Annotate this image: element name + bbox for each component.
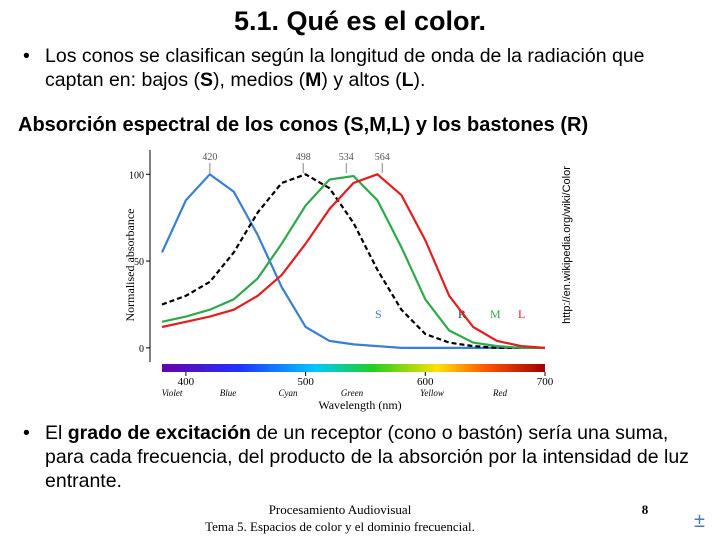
footer-topic: Tema 5. Espacios de color y el dominio f… <box>205 519 475 534</box>
curve-label: S <box>375 307 382 321</box>
text: ) y altos ( <box>321 69 402 91</box>
color-name: Yellow <box>420 388 444 398</box>
color-name: Cyan <box>279 388 298 398</box>
page-number: 8 <box>641 502 649 517</box>
color-name: Red <box>492 388 507 398</box>
text: de un receptor (cono o bastón) sería una… <box>45 422 689 492</box>
y-tick-label: 50 <box>134 257 144 268</box>
peak-label: 564 <box>375 152 390 163</box>
text: L <box>401 69 414 91</box>
bullet: • El grado de excitación de un receptor (… <box>23 421 705 493</box>
y-tick-label: 100 <box>129 170 144 181</box>
absorbance-curve <box>161 174 545 349</box>
peak-label: 498 <box>296 152 311 163</box>
credit: http://en.wikipedia.org/wiki/Color <box>561 166 573 324</box>
subheading: Absorción espectral de los conos (S,M,L)… <box>18 114 589 136</box>
bullet: • Los conos se clasifican según la longit… <box>23 44 705 92</box>
absorbance-curve <box>161 172 545 349</box>
x-tick-label: 600 <box>417 376 434 388</box>
bullet-dot: • <box>23 422 30 444</box>
y-tick-label: 0 <box>139 344 144 355</box>
x-tick-label: 500 <box>297 376 314 388</box>
text: ). <box>413 69 426 91</box>
color-name: Green <box>341 388 364 398</box>
x-tick-label: 400 <box>178 376 195 388</box>
x-tick-label: 700 <box>537 376 554 388</box>
y-axis-label: Normalised absorbance <box>123 209 137 322</box>
text: ), medios ( <box>213 69 306 91</box>
absorbance-curve <box>161 173 546 349</box>
color-name: Blue <box>220 388 237 398</box>
color-name: Violet <box>162 388 183 398</box>
nav-icon[interactable]: ± <box>694 510 705 532</box>
text: M <box>305 69 322 91</box>
peak-label: 420 <box>202 152 217 163</box>
peak-label: 534 <box>339 152 354 163</box>
footer-course: Procesamiento Audiovisual <box>268 502 412 517</box>
text: S <box>200 69 214 91</box>
absorbance-curve <box>161 173 545 349</box>
curve-label: M <box>490 307 501 321</box>
slide-title: 5.1. Qué es el color. <box>233 6 487 36</box>
x-axis-label: Wavelength (nm) <box>318 398 401 412</box>
bullet-dot: • <box>23 45 30 67</box>
spectrum-bar <box>162 364 545 372</box>
curve-label: L <box>518 307 525 321</box>
text: grado de excitación <box>67 422 251 444</box>
text: El <box>45 422 68 444</box>
text: Los conos se clasifican según la longitu… <box>45 45 645 91</box>
